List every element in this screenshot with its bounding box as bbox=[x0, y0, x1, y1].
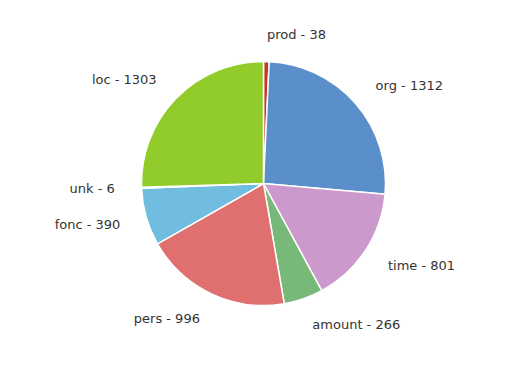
slice-label: loc - 1303 bbox=[92, 72, 157, 87]
chart-svg: prod - 38 org - 1312 time - 801 amount - 26… bbox=[0, 0, 527, 367]
slice-label: pers - 996 bbox=[134, 311, 200, 326]
slice-label: fonc - 390 bbox=[55, 217, 121, 232]
slice-label: unk - 6 bbox=[70, 181, 115, 196]
slice-label: org - 1312 bbox=[376, 78, 443, 93]
slice bbox=[264, 62, 386, 195]
slice bbox=[142, 62, 264, 188]
slices bbox=[142, 62, 386, 306]
chart-container: prod - 38 org - 1312 time - 801 amount - 26… bbox=[0, 0, 527, 367]
slice-label: prod - 38 bbox=[267, 27, 326, 42]
pie bbox=[142, 62, 386, 306]
slice bbox=[142, 184, 264, 244]
slice-label: time - 801 bbox=[388, 258, 455, 273]
labels: prod - 38 org - 1312 time - 801 amount - 26… bbox=[55, 27, 455, 331]
slice-label: amount - 266 bbox=[312, 317, 400, 332]
